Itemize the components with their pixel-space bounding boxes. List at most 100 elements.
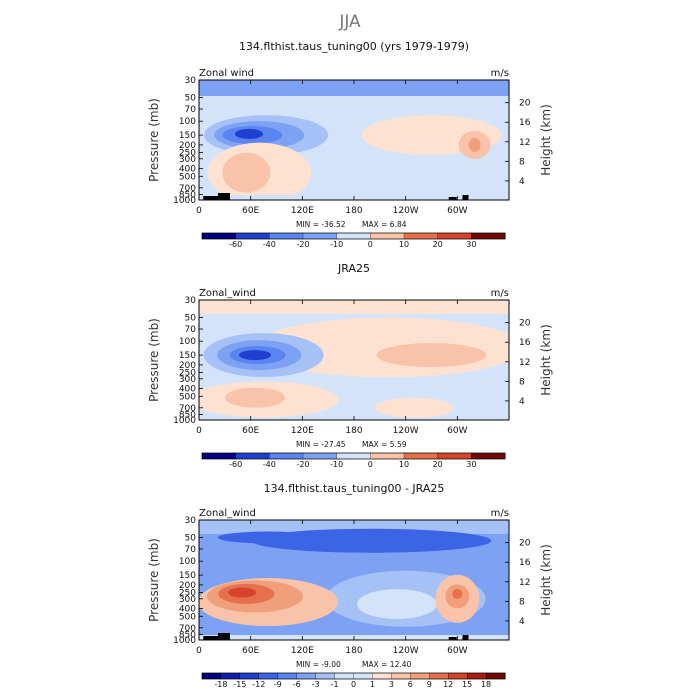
lon-tick-label: 0 [196,206,202,216]
colorbar-swatch [302,232,338,240]
panel-title: 134.flthist.taus_tuning00 - JRA25 [264,482,445,495]
pressure-tick-label: 400 [179,165,196,175]
variable-label: Zonal_wind [199,508,256,519]
lon-tick-label: 60E [242,646,259,656]
pressure-tick-label: 200 [179,581,196,591]
colorbar-label: 9 [427,680,432,689]
lon-tick-label: 60E [242,426,259,436]
figure-title: JJA [338,12,361,32]
lon-tick-label: 180 [345,426,362,436]
colorbar-swatch [370,232,405,240]
topography-asia [203,196,224,200]
stratospheric-easterlies [199,80,509,96]
colorbar-label: -18 [214,680,227,689]
topography-andes [448,637,457,640]
colorbar-swatch [437,452,472,460]
colorbar-frame [201,232,506,240]
colorbar-swatch [372,672,392,680]
pressure-tick-label: 1000 [173,636,196,646]
pressure-tick-label: 30 [185,516,197,526]
colorbar-label: 10 [399,240,409,249]
pressure-tick-label: 300 [179,375,196,385]
y-axis-title-right: Height (km) [539,324,553,395]
colorbar-swatch [471,232,506,240]
lon-tick-label: 60W [447,646,467,656]
lon-tick-label: 0 [196,646,202,656]
height-tick-label: 8 [519,597,525,607]
colorbar-swatch [235,452,270,460]
colorbar-swatch [471,452,506,460]
colorbar-swatch [391,672,411,680]
colorbar-swatch [220,672,241,680]
colorbar-swatch [353,672,373,680]
contour-field [199,520,509,640]
pressure-tick-label: 400 [179,605,196,615]
colorbar-label: -40 [263,240,276,249]
lon-tick-label: 120W [393,206,419,216]
colorbar-label: 20 [433,240,443,249]
pressure-tick-label: 250 [179,149,196,159]
colorbar-label: 1 [370,680,375,689]
pressure-tick-label: 100 [179,337,196,347]
colorbar-swatch [403,452,439,460]
pressure-tick-label: 150 [179,131,196,141]
westerly-upper-max [468,137,481,152]
height-tick-label: 16 [519,338,531,348]
units-label: m/s [491,508,509,519]
colorbar-label: 0 [351,680,356,689]
colorbar-label: 0 [368,460,373,469]
stratospheric-band [199,300,509,314]
height-tick-label: 8 [519,157,525,167]
lon-tick-label: 120E [291,426,314,436]
colorbar-swatch [429,672,449,680]
colorbar: -60 -40 -20 -10 0 10 20 30 [201,232,506,249]
topography-asia [203,636,224,640]
pressure-tick-label: 700 [179,624,196,634]
colorbar-swatch [235,232,270,240]
colorbar-swatch [315,672,336,680]
colorbar-swatch [269,452,304,460]
units-label: m/s [491,68,509,79]
colorbar-label: -10 [330,460,343,469]
pressure-tick-label: 500 [179,612,196,622]
min-value: MIN = -27.45 [296,440,346,449]
colorbar-label: 12 [443,680,453,689]
colorbar-swatch [485,672,506,680]
pressure-tick-label: 200 [179,141,196,151]
pressure-tick-label: 1000 [173,416,196,426]
colorbar-swatch [448,672,468,680]
y-axis-title-left: Pressure (mb) [147,538,161,622]
lon-tick-label: 0 [196,426,202,436]
colorbar-swatch [403,232,439,240]
lon-tick-label: 180 [345,646,362,656]
lon-tick-label: 60E [242,206,259,216]
pressure-tick-label: 30 [185,296,197,306]
colorbar-label: 0 [368,240,373,249]
westerly-low-core [222,152,271,193]
colorbar-label: 18 [481,680,491,689]
pressure-tick-label: 70 [185,325,197,335]
min-value: MIN = -36.52 [296,220,346,229]
lon-tick-label: 120E [291,206,314,216]
colorbar-swatch [336,452,371,460]
colorbar-swatch [336,232,371,240]
pressure-tick-label: 150 [179,351,196,361]
positive-diff-east-max [452,588,463,599]
pressure-tick-label: 850 [179,190,196,200]
colorbar-frame [201,452,506,460]
topography-andes [448,197,457,200]
colorbar-swatch [239,672,260,680]
height-tick-label: 12 [519,138,530,148]
pressure-tick-label: 250 [179,369,196,379]
panel-title: 134.flthist.taus_tuning00 (yrs 1979-1979… [239,40,469,53]
colorbar-swatch [201,232,237,240]
colorbar-label: -20 [296,460,309,469]
colorbar-label: -60 [229,240,242,249]
colorbar-swatch [201,672,222,680]
pressure-tick-label: 250 [179,589,196,599]
colorbar-label: -9 [274,680,282,689]
panel-3: 134.flthist.taus_tuning00 - JRA25 Zonal_w… [147,482,553,689]
colorbar-label: -10 [330,240,343,249]
min-value: MIN = -9.00 [296,660,341,669]
